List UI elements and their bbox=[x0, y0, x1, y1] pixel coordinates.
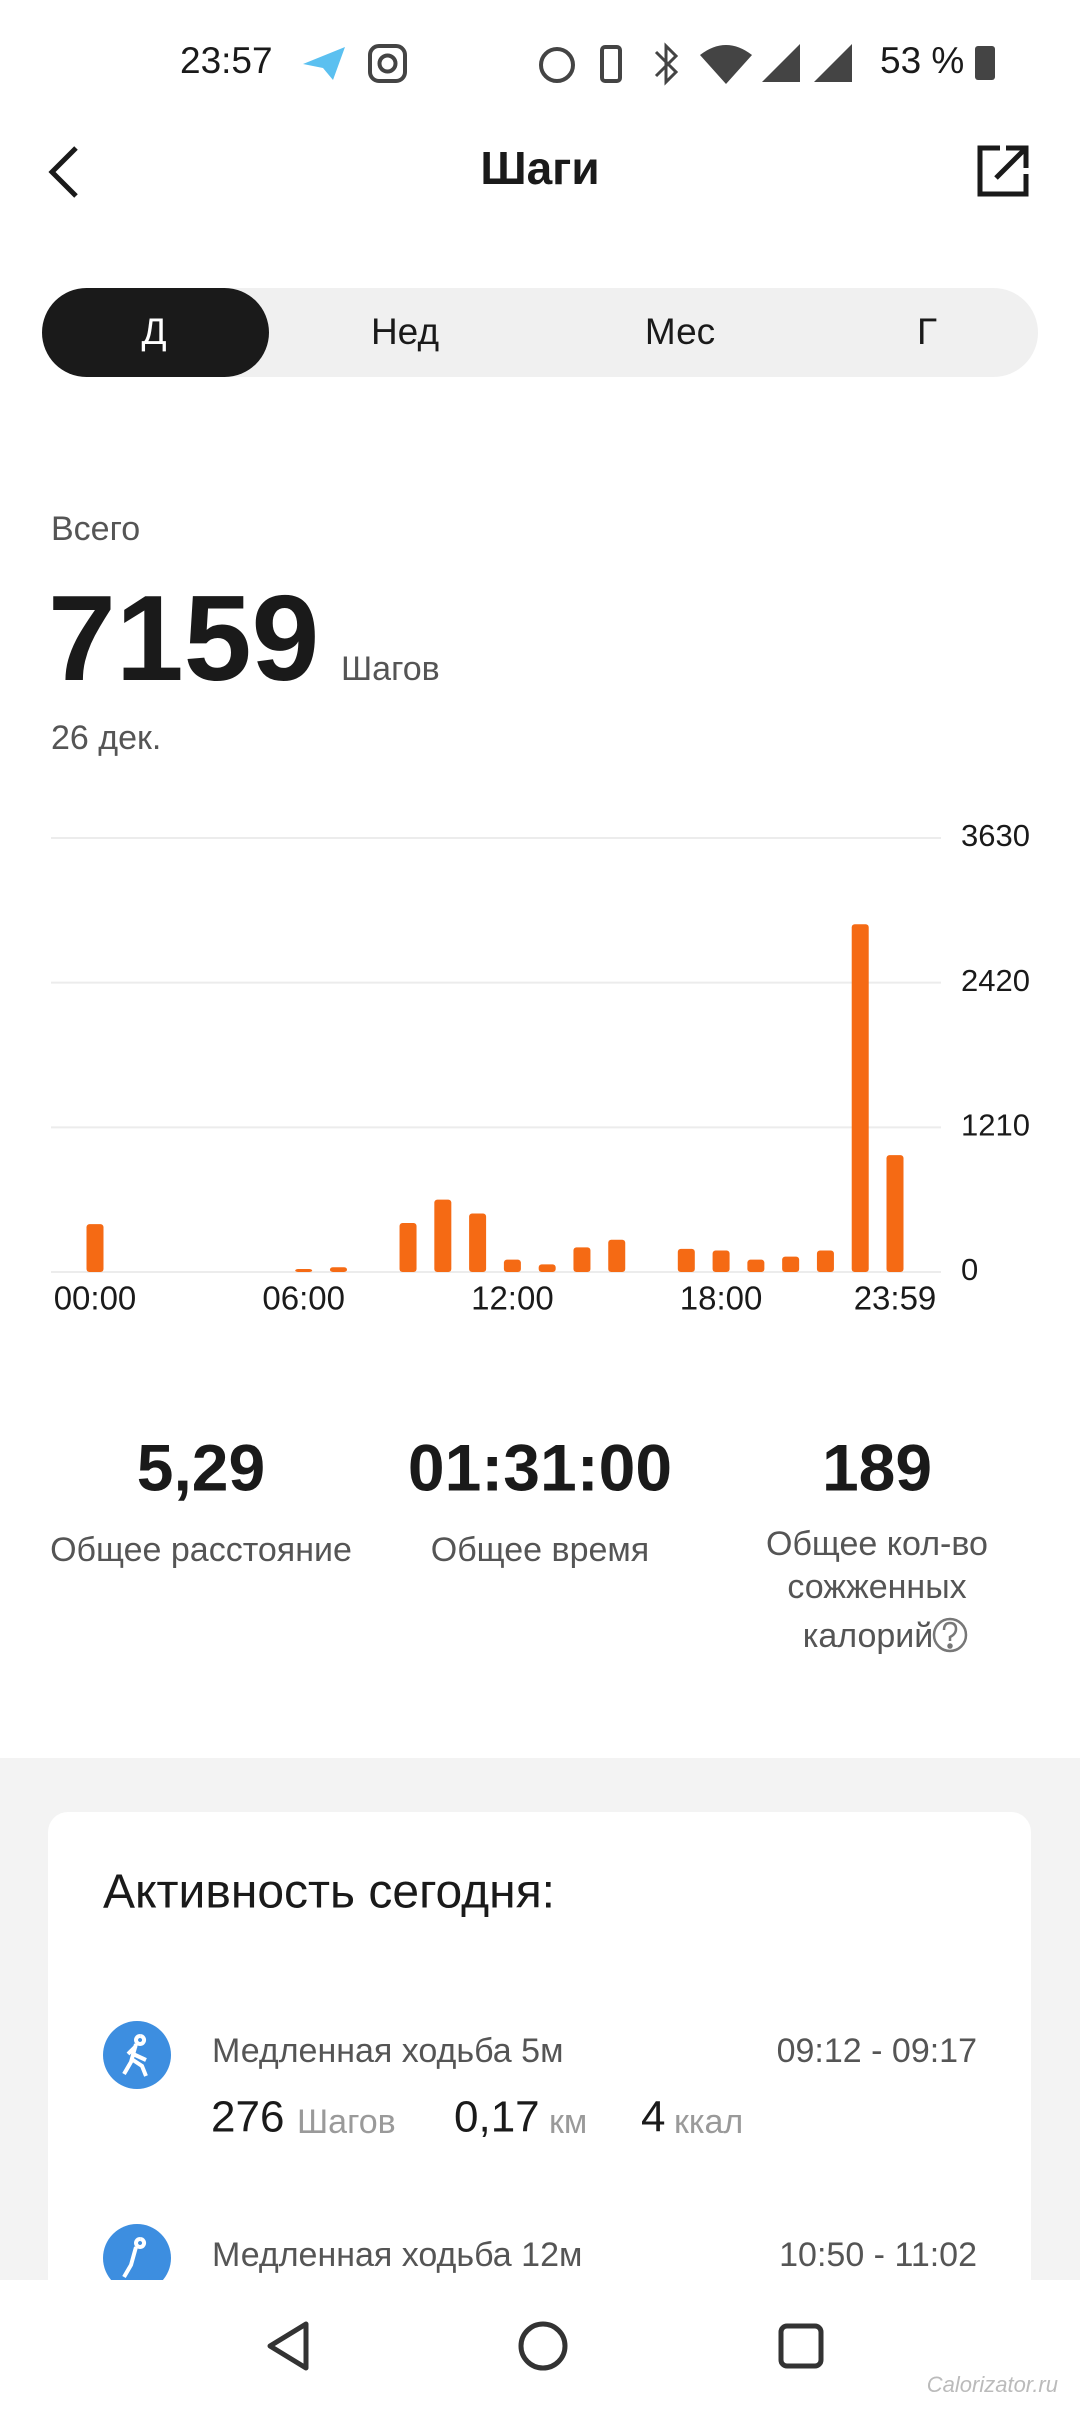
back-button[interactable] bbox=[48, 146, 78, 198]
page-title: Шаги bbox=[480, 142, 599, 194]
activity-calories: 4 bbox=[641, 2093, 665, 2142]
x-tick-label: 00:00 bbox=[54, 1280, 137, 1317]
activity-item[interactable]: Медленная ходьба 12м 10:50 - 11:02 bbox=[103, 2224, 977, 2292]
walk-figure bbox=[122, 2237, 147, 2279]
telegram-icon bbox=[303, 47, 345, 80]
bar bbox=[608, 1239, 626, 1272]
tab[interactable]: Мес bbox=[645, 311, 715, 352]
summary-date: 26 дек. bbox=[51, 719, 161, 757]
tab-bar bbox=[42, 288, 1038, 377]
bar bbox=[399, 1222, 417, 1272]
alarm-icon bbox=[539, 47, 575, 83]
battery-level: 53 % bbox=[880, 40, 964, 81]
help-icon[interactable] bbox=[932, 1617, 968, 1653]
bar bbox=[503, 1259, 521, 1272]
nav-recents[interactable] bbox=[778, 2323, 824, 2369]
share-button[interactable] bbox=[977, 145, 1029, 197]
bar bbox=[816, 1250, 834, 1272]
activity-item[interactable]: Медленная ходьба 5м 09:12 - 09:17 276 Ша… bbox=[103, 2021, 977, 2142]
wifi-icon bbox=[700, 45, 752, 84]
activity-card bbox=[48, 1812, 1031, 2412]
tab[interactable]: Г bbox=[917, 311, 937, 352]
stat-value: 5,29 bbox=[137, 1430, 265, 1504]
y-tick-label: 2420 bbox=[961, 963, 1030, 998]
tab[interactable]: Д bbox=[141, 311, 166, 352]
signal-icon bbox=[814, 44, 852, 82]
summary-unit: Шагов bbox=[341, 650, 440, 688]
battery-icon bbox=[975, 46, 995, 80]
activity-calories-unit: ккал bbox=[674, 2103, 743, 2141]
bar bbox=[86, 1224, 104, 1272]
steps-chart: 0 1210 2420 3630 00:00 06:00 12:00 18:00 23:59 bbox=[51, 818, 1030, 1317]
instagram-icon-lens bbox=[377, 53, 398, 74]
activity-steps-unit: Шагов bbox=[297, 2103, 396, 2141]
bar bbox=[782, 1256, 800, 1272]
stat-label: Общее расстояние bbox=[50, 1531, 352, 1569]
tab[interactable]: Нед bbox=[371, 311, 439, 352]
x-tick-label: 23:59 bbox=[854, 1280, 937, 1317]
nav-bar bbox=[0, 2280, 1080, 2412]
vibrate-icon bbox=[600, 45, 622, 83]
instagram-icon bbox=[368, 44, 407, 83]
nav-back[interactable] bbox=[267, 2321, 309, 2371]
nav-home[interactable] bbox=[518, 2321, 568, 2371]
activity-name: Медленная ходьба 12м bbox=[212, 2236, 582, 2274]
y-tick-label: 3630 bbox=[961, 818, 1030, 853]
stat-label: Общее кол-во bbox=[766, 1525, 988, 1563]
stat-label: калорий bbox=[803, 1617, 934, 1655]
activity-distance-unit: км bbox=[549, 2103, 587, 2141]
bar bbox=[295, 1269, 313, 1272]
walk-figure bbox=[122, 2034, 148, 2077]
x-tick-label: 18:00 bbox=[680, 1280, 763, 1317]
status-time: 23:57 bbox=[180, 40, 273, 81]
bar bbox=[851, 924, 869, 1272]
stat-label: Общее время bbox=[431, 1531, 649, 1569]
stat-value: 189 bbox=[822, 1430, 932, 1504]
bar bbox=[434, 1199, 452, 1272]
summary-value: 7159 bbox=[48, 570, 319, 706]
walk-icon bbox=[103, 2224, 171, 2292]
bar bbox=[886, 1155, 904, 1272]
x-tick-label: 12:00 bbox=[471, 1280, 554, 1317]
y-tick-label: 1210 bbox=[961, 1108, 1030, 1143]
bar bbox=[329, 1267, 347, 1272]
stat-value: 01:31:00 bbox=[408, 1430, 672, 1504]
bar bbox=[538, 1264, 556, 1272]
bar bbox=[712, 1250, 730, 1272]
summary-label: Всего bbox=[51, 510, 140, 548]
stat-label: сожженных bbox=[787, 1568, 966, 1606]
activity-distance: 0,17 bbox=[454, 2093, 540, 2142]
signal-icon bbox=[762, 44, 800, 82]
activity-time: 09:12 - 09:17 bbox=[777, 2032, 977, 2070]
x-tick-label: 06:00 bbox=[262, 1280, 345, 1317]
bar bbox=[677, 1248, 695, 1272]
activity-name: Медленная ходьба 5м bbox=[212, 2032, 563, 2070]
bar bbox=[469, 1213, 487, 1272]
activity-title: Активность сегодня: bbox=[103, 1866, 555, 1919]
activity-time: 10:50 - 11:02 bbox=[779, 2236, 977, 2274]
activity-steps: 276 bbox=[211, 2093, 284, 2142]
y-tick-label: 0 bbox=[961, 1252, 978, 1287]
bar bbox=[747, 1259, 765, 1272]
watermark: Calorizator.ru bbox=[927, 2372, 1058, 2397]
tab-selected-bg bbox=[42, 288, 269, 377]
bluetooth-icon bbox=[654, 42, 679, 86]
bar bbox=[573, 1247, 591, 1272]
